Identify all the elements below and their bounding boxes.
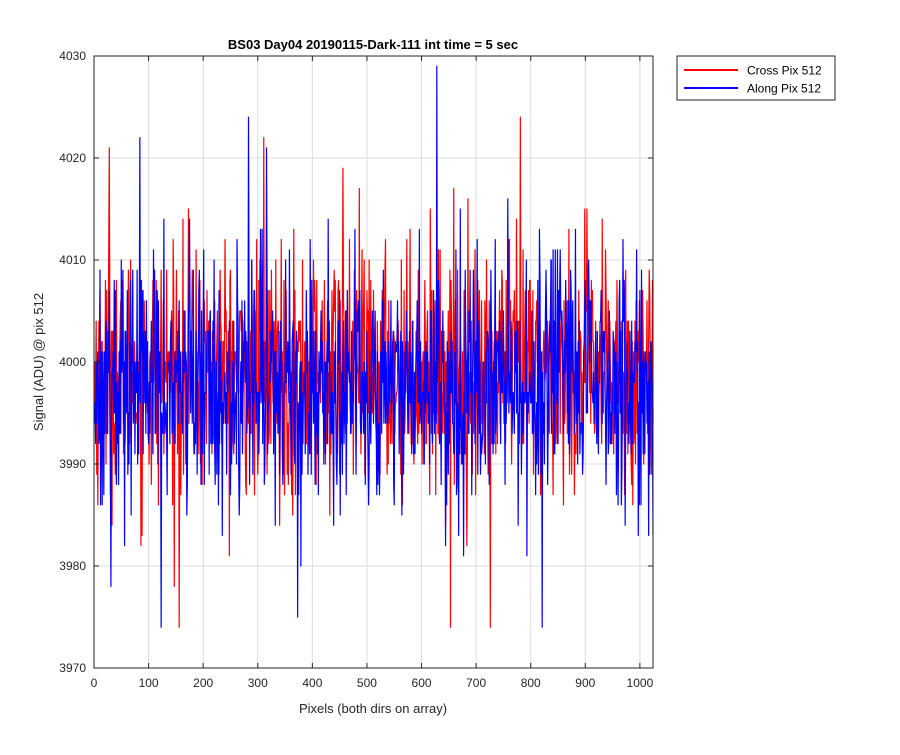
x-tick-label: 100 bbox=[139, 676, 159, 690]
y-tick-label: 4020 bbox=[59, 151, 86, 165]
x-tick-label: 600 bbox=[412, 676, 432, 690]
x-tick-label: 800 bbox=[521, 676, 541, 690]
x-tick-label: 900 bbox=[575, 676, 595, 690]
x-tick-label: 400 bbox=[302, 676, 322, 690]
legend-label-along: Along Pix 512 bbox=[747, 82, 821, 96]
legend: Cross Pix 512 Along Pix 512 bbox=[676, 55, 836, 101]
x-tick-label: 200 bbox=[193, 676, 213, 690]
x-tick-label: 300 bbox=[248, 676, 268, 690]
y-tick-label: 4030 bbox=[59, 49, 86, 63]
series-line-along-pix bbox=[93, 65, 654, 628]
tick-labels: 0 100 200 300 400 500 600 700 800 900 1000 3970 3980… bbox=[59, 49, 653, 690]
x-tick-label: 1000 bbox=[627, 676, 654, 690]
y-tick-label: 3990 bbox=[59, 457, 86, 471]
y-tick-label: 4000 bbox=[59, 355, 86, 369]
y-tick-label: 3970 bbox=[59, 661, 86, 675]
chart-title: BS03 Day04 20190115-Dark-111 int time = … bbox=[228, 37, 518, 52]
x-tick-label: 500 bbox=[357, 676, 377, 690]
y-tick-label: 3980 bbox=[59, 559, 86, 573]
axis-ticks bbox=[93, 55, 653, 669]
x-tick-label: 700 bbox=[466, 676, 486, 690]
series-layer bbox=[93, 65, 654, 628]
x-axis-label: Pixels (both dirs on array) bbox=[299, 701, 447, 716]
y-tick-label: 4010 bbox=[59, 253, 86, 267]
legend-label-cross: Cross Pix 512 bbox=[747, 64, 822, 78]
legend-box bbox=[676, 55, 836, 101]
x-tick-label: 0 bbox=[91, 676, 98, 690]
y-axis-label: Signal (ADU) @ pix 512 bbox=[31, 293, 46, 431]
